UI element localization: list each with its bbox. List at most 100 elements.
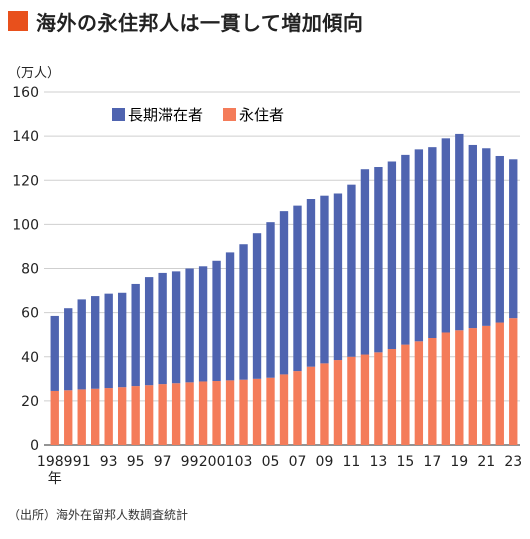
bar-segment bbox=[117, 387, 127, 445]
bar-segment bbox=[401, 154, 410, 345]
bar-segment bbox=[401, 344, 410, 445]
bar-segment bbox=[279, 211, 289, 375]
bar-segment bbox=[495, 322, 504, 445]
y-tick-label: 0 bbox=[30, 438, 39, 454]
bar-segment bbox=[104, 293, 113, 389]
bar-segment bbox=[509, 159, 518, 319]
bar-segment bbox=[293, 371, 302, 445]
bar-segment bbox=[347, 184, 356, 357]
bar-segment bbox=[117, 292, 127, 388]
x-tick-label: 2001 bbox=[199, 454, 235, 470]
bar-segment bbox=[212, 260, 221, 382]
bar-segment bbox=[239, 379, 248, 445]
x-tick-label: 23 bbox=[504, 454, 522, 470]
bar-segment bbox=[333, 360, 343, 445]
y-tick-label: 60 bbox=[21, 306, 39, 322]
bars bbox=[50, 133, 518, 445]
x-tick-label: 99 bbox=[181, 454, 199, 470]
bar-segment bbox=[279, 374, 289, 445]
bar-segment bbox=[387, 161, 397, 350]
bar-segment bbox=[293, 205, 302, 372]
bar-segment bbox=[158, 272, 167, 385]
x-axis-year-suffix: 年 bbox=[48, 471, 62, 487]
bar-segment bbox=[64, 390, 73, 445]
x-tick-label: 09 bbox=[316, 454, 334, 470]
x-tick-label: 03 bbox=[235, 454, 253, 470]
bar-segment bbox=[320, 363, 329, 445]
bar-segment bbox=[212, 381, 221, 445]
legend-swatch bbox=[112, 108, 125, 121]
bar-segment bbox=[225, 380, 235, 445]
bar-segment bbox=[104, 388, 113, 445]
bar-segment bbox=[468, 328, 477, 445]
bar-segment bbox=[455, 330, 464, 445]
bar-segment bbox=[455, 133, 464, 331]
bar-segment bbox=[306, 366, 316, 445]
bar-segment bbox=[131, 283, 140, 387]
bar-segment bbox=[509, 318, 518, 445]
bar-segment bbox=[360, 169, 370, 355]
legend-label: 長期滞在者 bbox=[128, 106, 203, 124]
legend-label: 永住者 bbox=[239, 106, 284, 124]
bar-segment bbox=[333, 193, 343, 361]
bar-segment bbox=[239, 244, 248, 380]
bar-segment bbox=[50, 390, 59, 445]
x-tick-label: 17 bbox=[423, 454, 441, 470]
bar-segment bbox=[414, 341, 424, 445]
headline-text: 海外の永住邦人は一貫して増加傾向 bbox=[36, 10, 364, 35]
bar-segment bbox=[50, 315, 59, 391]
x-tick-label: 15 bbox=[396, 454, 414, 470]
bar-segment bbox=[158, 384, 167, 445]
bar-segment bbox=[374, 352, 383, 445]
legend: 長期滞在者 永住者 bbox=[112, 106, 284, 124]
bar-segment bbox=[347, 356, 356, 445]
x-tick-label: 05 bbox=[262, 454, 280, 470]
bar-segment bbox=[144, 277, 154, 386]
y-tick-label: 100 bbox=[12, 217, 39, 233]
bar-segment bbox=[441, 138, 451, 333]
y-tick-label: 80 bbox=[21, 262, 39, 278]
bar-segment bbox=[91, 388, 100, 445]
bar-segment bbox=[144, 385, 154, 445]
y-axis-unit-label: （万人） bbox=[8, 66, 61, 81]
y-tick-label: 160 bbox=[12, 85, 39, 101]
bar-segment bbox=[306, 199, 316, 367]
legend-swatch bbox=[223, 108, 236, 121]
bar-segment bbox=[414, 149, 424, 342]
x-tick-label: 13 bbox=[369, 454, 387, 470]
y-tick-label: 140 bbox=[12, 129, 39, 145]
x-tick-label: 21 bbox=[477, 454, 495, 470]
bar-segment bbox=[225, 252, 235, 381]
bar-segment bbox=[77, 299, 86, 390]
bar-segment bbox=[320, 195, 329, 364]
bar-segment bbox=[198, 381, 208, 445]
bar-segment bbox=[185, 268, 194, 383]
bar-segment bbox=[131, 386, 140, 445]
headline-accent-square bbox=[8, 11, 28, 31]
y-tick-labels: 0 20 40 60 80 100 120 140 160 bbox=[12, 85, 39, 454]
x-tick-label: 1989 bbox=[37, 454, 73, 470]
bar-segment bbox=[428, 147, 437, 338]
bar-segment bbox=[441, 332, 451, 445]
y-tick-label: 20 bbox=[21, 394, 39, 410]
bar-segment bbox=[387, 349, 397, 445]
bar-segment bbox=[171, 383, 181, 445]
bar-segment bbox=[266, 377, 275, 445]
stacked-bar-chart: 0 20 40 60 80 100 120 140 160 1989 91 93 95 97 99 2001… bbox=[12, 85, 522, 487]
bar-segment bbox=[185, 382, 194, 445]
bar-segment bbox=[428, 337, 437, 445]
bar-segment bbox=[482, 325, 491, 445]
x-tick-label: 95 bbox=[127, 454, 145, 470]
bar-segment bbox=[482, 148, 491, 326]
x-tick-label: 19 bbox=[450, 454, 468, 470]
bar-segment bbox=[266, 222, 275, 378]
x-tick-label: 91 bbox=[73, 454, 91, 470]
bar-segment bbox=[468, 144, 477, 329]
x-tick-label: 11 bbox=[343, 454, 361, 470]
source-note: （出所）海外在留邦人数調査統計 bbox=[8, 508, 189, 522]
bar-segment bbox=[64, 308, 73, 391]
bar-segment bbox=[360, 354, 370, 445]
bar-segment bbox=[252, 378, 262, 445]
bar-segment bbox=[495, 155, 504, 323]
headline: 海外の永住邦人は一貫して増加傾向 bbox=[8, 8, 364, 35]
